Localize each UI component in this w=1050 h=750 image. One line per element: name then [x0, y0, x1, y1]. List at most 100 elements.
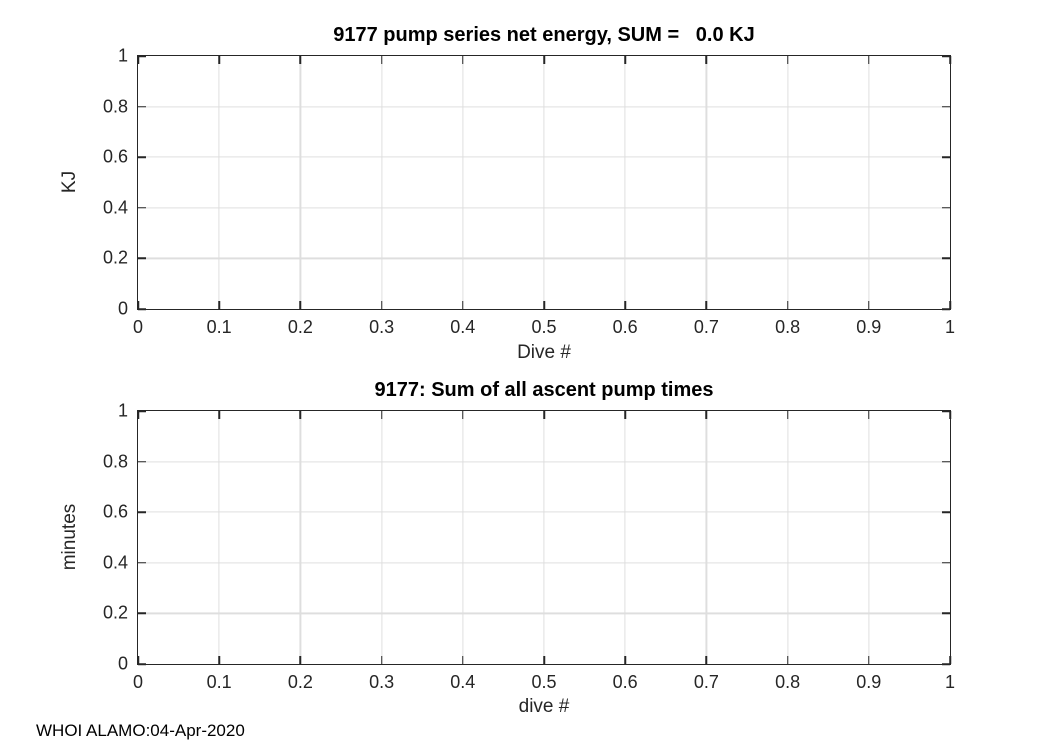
x-gridline — [218, 56, 220, 309]
y-tick — [138, 410, 146, 412]
x-tick — [462, 301, 464, 309]
y-gridline — [138, 511, 950, 513]
x-gridline — [787, 56, 789, 309]
x-tick — [624, 56, 626, 64]
y-tick-label: 0 — [117, 298, 128, 319]
y-tick — [138, 105, 146, 108]
x-tick — [462, 411, 464, 419]
x-tick-label: 0.6 — [612, 672, 638, 692]
x-axis-label: Dive # — [517, 342, 571, 363]
x-tick — [137, 411, 139, 419]
x-tick — [949, 56, 951, 64]
x-tick — [786, 301, 789, 309]
x-tick — [786, 56, 789, 64]
x-tick-label: 0.7 — [693, 317, 719, 337]
x-tick — [543, 411, 545, 419]
x-tick — [705, 656, 708, 664]
x-tick — [218, 656, 220, 664]
y-tick — [138, 562, 146, 564]
x-tick — [949, 301, 951, 309]
x-tick — [543, 56, 545, 64]
x-tick — [786, 656, 789, 664]
y-tick-label: 0.4 — [102, 197, 128, 218]
y-tick-label: 0 — [117, 653, 128, 674]
x-gridline — [624, 56, 626, 309]
x-gridline — [462, 56, 464, 309]
y-tick-label: 0.8 — [102, 96, 128, 117]
x-tick-label: 0.7 — [693, 672, 719, 692]
x-tick-label: 0.1 — [206, 672, 232, 692]
x-gridline — [705, 56, 707, 309]
x-tick-label: 0.9 — [856, 317, 882, 337]
y-tick — [942, 105, 950, 108]
x-gridline — [381, 56, 383, 309]
y-tick — [942, 207, 950, 209]
x-gridline — [543, 56, 545, 309]
x-tick — [868, 411, 870, 419]
plot-area: 0 0.1 0.2 0.3 0.4 0.5 0.6 0.7 0.8 0.9 1 0 0.2 0.4 0.6 0… — [103, 46, 955, 338]
x-tick — [624, 301, 626, 309]
x-gridline — [381, 411, 383, 664]
x-tick-label: 0 — [132, 317, 144, 337]
y-gridline — [138, 156, 950, 158]
x-tick-label: 0.8 — [775, 672, 801, 692]
x-gridline — [299, 411, 301, 664]
x-tick — [868, 301, 870, 309]
y-tick — [942, 460, 950, 463]
x-tick — [299, 56, 302, 64]
y-tick — [138, 156, 146, 158]
x-tick — [380, 56, 383, 64]
y-tick — [942, 612, 950, 615]
y-tick — [138, 460, 146, 463]
y-tick — [942, 257, 950, 260]
x-tick — [705, 56, 708, 64]
y-tick — [138, 663, 146, 665]
x-tick-label: 0.4 — [450, 317, 476, 337]
x-gridline — [624, 411, 626, 664]
x-gridline — [868, 56, 870, 309]
x-tick — [949, 411, 951, 419]
x-tick — [137, 301, 139, 309]
y-tick-label: 0.6 — [102, 146, 128, 167]
x-gridline — [868, 411, 870, 664]
x-tick — [218, 411, 220, 419]
y-gridline — [138, 106, 950, 108]
y-tick — [942, 663, 950, 665]
y-gridline — [138, 612, 950, 614]
x-tick — [543, 301, 545, 309]
x-tick-label: 0.8 — [775, 317, 801, 337]
x-tick — [218, 301, 220, 309]
y-tick-label: 0.8 — [102, 451, 128, 472]
x-tick — [218, 56, 220, 64]
x-tick-label: 0.2 — [287, 672, 313, 692]
y-gridline — [138, 562, 950, 564]
x-gridline — [705, 411, 707, 664]
y-tick — [942, 308, 950, 310]
y-axis-label: minutes — [59, 503, 80, 571]
y-axis-label: KJ — [59, 170, 80, 194]
y-gridline — [138, 257, 950, 259]
x-tick — [868, 656, 870, 664]
x-axis-label: dive # — [518, 696, 570, 717]
x-tick-label: 0.4 — [450, 672, 476, 692]
x-tick-label: 0.2 — [287, 317, 313, 337]
y-tick — [138, 257, 146, 260]
y-tick-label: 1 — [117, 45, 128, 66]
x-tick — [705, 301, 708, 309]
y-tick — [138, 308, 146, 310]
x-gridline — [218, 411, 220, 664]
x-tick-label: 0.3 — [369, 317, 395, 337]
x-tick — [299, 301, 302, 309]
x-tick-label: 1 — [944, 672, 956, 692]
x-gridline — [299, 56, 301, 309]
y-tick — [942, 410, 950, 412]
x-tick-label: 0.9 — [856, 672, 882, 692]
y-tick-label: 0.6 — [102, 501, 128, 522]
x-tick — [462, 56, 464, 64]
x-tick-label: 0 — [132, 672, 144, 692]
x-tick — [624, 411, 626, 419]
y-tick — [138, 207, 146, 209]
x-tick — [380, 656, 383, 664]
x-tick — [299, 411, 302, 419]
